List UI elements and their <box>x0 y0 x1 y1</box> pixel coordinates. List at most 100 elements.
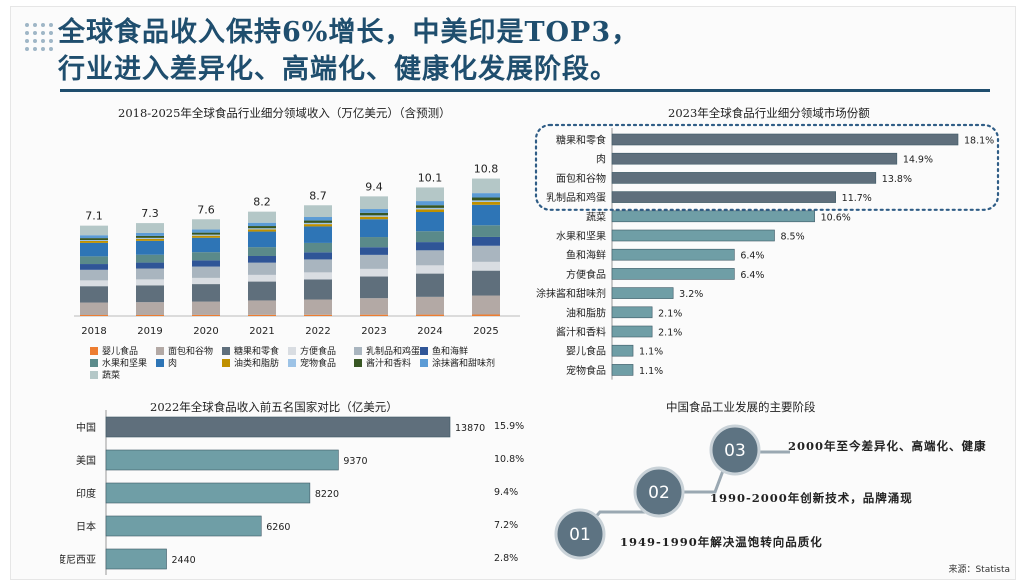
bar-segment-2020-8 <box>192 235 220 238</box>
bar-segment-2022-9 <box>304 222 332 225</box>
bar-segment-2021-1 <box>248 300 276 315</box>
country-share-label-1: 10.8% <box>494 454 524 465</box>
bar-segment-2024-2 <box>416 273 444 297</box>
bar-segment-2020-7 <box>192 237 220 253</box>
bar-segment-2019-4 <box>136 268 164 280</box>
bar-segment-2025-2 <box>472 270 500 296</box>
bar-segment-2019-12 <box>136 223 164 233</box>
x-tick-2025: 2025 <box>473 326 498 337</box>
bar-segment-2019-5 <box>136 262 164 269</box>
title-divider <box>60 89 990 92</box>
legend-item: 方便食品 <box>288 344 336 357</box>
share-category-label-7: 方便食品 <box>566 268 606 281</box>
share-value-label-11: 1.1% <box>639 347 663 358</box>
bar-segment-2024-1 <box>416 296 444 315</box>
bar-segment-2019-10 <box>136 235 164 238</box>
share-bar-11 <box>611 344 634 357</box>
bar-segment-2022-6 <box>304 242 332 253</box>
legend-swatch <box>90 346 98 355</box>
bar-segment-2020-3 <box>192 277 220 285</box>
country-label-2: 印度 <box>76 487 96 500</box>
country-value-label-2: 8220 <box>315 489 339 500</box>
country-bar-1 <box>105 449 339 471</box>
bar-segment-2019-11 <box>136 232 164 236</box>
country-value-label-0: 13870 <box>455 423 485 434</box>
bar-segment-2025-11 <box>472 193 500 198</box>
bar-segment-2018-2 <box>80 286 108 303</box>
share-category-label-6: 鱼和海鲜 <box>566 249 606 262</box>
bar-segment-2020-4 <box>192 266 220 278</box>
bar-segment-2019-1 <box>136 302 164 315</box>
stage-marker-1: 01 <box>554 508 606 560</box>
bar-segment-2024-7 <box>416 212 444 232</box>
legend-item: 乳制品和鸡蛋 <box>354 344 420 357</box>
bar-segment-2020-12 <box>192 219 220 230</box>
bar-segment-2019-8 <box>136 238 164 241</box>
legend-label: 涂抹酱和甜味剂 <box>432 359 496 369</box>
bar-segment-2025-7 <box>472 204 500 226</box>
bar-segment-2025-9 <box>472 200 500 202</box>
page-title-line-2: 行业进入差异化、高端化、健康化发展阶段。 <box>58 54 618 85</box>
bar-segment-2020-10 <box>192 232 220 235</box>
bar-segment-2018-0 <box>80 315 108 316</box>
share-bar-9 <box>611 306 653 319</box>
x-tick-2021: 2021 <box>249 326 274 337</box>
bar-segment-2024-4 <box>416 250 444 266</box>
bar-segment-2018-1 <box>80 302 108 316</box>
legend-item: 涂抹酱和甜味剂 <box>420 356 495 369</box>
legend-item: 蔬菜 <box>90 368 120 381</box>
country-bar-3 <box>105 515 262 537</box>
legend-item: 面包和谷物 <box>156 344 213 357</box>
bar-segment-2020-11 <box>192 229 220 233</box>
legend-item: 宠物食品 <box>288 356 336 369</box>
x-tick-2022: 2022 <box>305 326 330 337</box>
country-revenue-chart: 中国 13870 15.9% 美国 9370 10.8% 印度 8220 9.4% 日本 6260 7… <box>60 410 524 575</box>
legend-label: 水果和坚果 <box>102 359 148 369</box>
bar-segment-2025-6 <box>472 225 500 237</box>
bar-segment-2023-9 <box>360 215 388 217</box>
bar-segment-2022-5 <box>304 252 332 260</box>
bar-segment-2021-4 <box>248 262 276 275</box>
bar-segment-2025-10 <box>472 197 500 201</box>
stage-text-2: 1990-2000年创新技术，品牌涌现 <box>710 491 913 505</box>
source-note: 来源：Statista <box>948 565 1010 575</box>
share-category-label-4: 蔬菜 <box>586 211 606 223</box>
bar-segment-2019-7 <box>136 240 164 255</box>
bar-segment-2021-5 <box>248 255 276 263</box>
share-bar-10 <box>611 325 653 338</box>
bar-segment-2020-9 <box>192 234 220 236</box>
country-share-label-3: 7.2% <box>494 520 518 531</box>
legend-swatch <box>354 346 362 355</box>
share-value-label-2: 13.8% <box>882 174 912 185</box>
share-value-label-8: 3.2% <box>679 289 703 300</box>
bar-segment-2019-6 <box>136 254 164 263</box>
share-bar-5 <box>611 229 775 242</box>
page-title-line-1: 全球食品收入保持6%增长，中美印是TOP3， <box>58 17 640 48</box>
legend-swatch <box>288 346 296 355</box>
x-tick-2023: 2023 <box>361 326 386 337</box>
country-bar-2 <box>105 482 311 504</box>
bar-segment-2020-1 <box>192 301 220 315</box>
share-value-label-6: 6.4% <box>740 251 764 262</box>
bar-segment-2023-11 <box>360 209 388 213</box>
country-label-1: 美国 <box>76 454 96 467</box>
share-value-label-12: 1.1% <box>639 366 663 377</box>
bar-segment-2021-10 <box>248 226 276 229</box>
legend-swatch <box>420 346 428 355</box>
share-chart-title: 2023年全球食品行业细分领域市场份额 <box>668 106 870 120</box>
bar-segment-2021-11 <box>248 222 276 227</box>
bar-segment-2018-6 <box>80 256 108 265</box>
bar-segment-2025-0 <box>472 314 500 316</box>
bar-segment-2021-2 <box>248 281 276 301</box>
bar-segment-2018-9 <box>80 240 108 241</box>
total-label-2025: 10.8 <box>474 163 499 176</box>
bar-segment-2019-9 <box>136 237 164 239</box>
bar-segment-2025-12 <box>472 178 500 194</box>
legend-swatch <box>90 370 98 379</box>
total-label-2021: 8.2 <box>253 196 271 209</box>
decorative-dots-icon <box>25 23 53 51</box>
share-category-label-3: 乳制品和鸡蛋 <box>546 191 606 204</box>
legend-swatch <box>420 358 428 367</box>
share-category-label-11: 婴儿食品 <box>566 345 606 358</box>
share-category-label-1: 肉 <box>596 153 606 166</box>
